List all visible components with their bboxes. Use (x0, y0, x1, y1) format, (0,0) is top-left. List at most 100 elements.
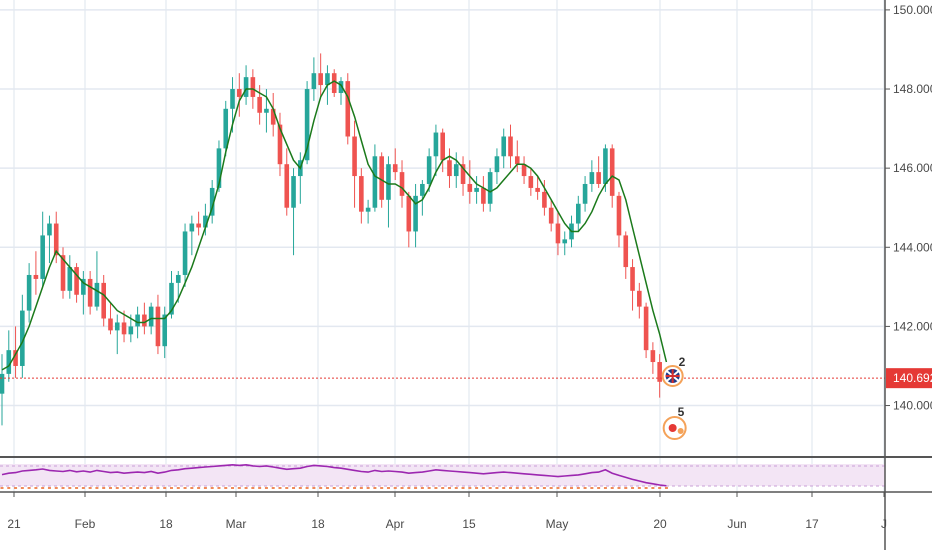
oscillator-histogram-bar (644, 487, 648, 489)
oscillator-line (1, 463, 667, 487)
oscillator-histogram-bar (136, 487, 140, 489)
oscillator-histogram-bar (27, 487, 31, 489)
dot-event-marker[interactable]: 5 (662, 405, 687, 440)
candle-body (87, 278, 93, 307)
candle-body (264, 108, 269, 113)
candle-body (121, 322, 127, 335)
candle-body (94, 282, 100, 307)
candle-body (440, 132, 445, 161)
candle-body (331, 73, 337, 93)
oscillator-histogram-bar (156, 487, 160, 489)
x-tick-label: 17 (805, 517, 819, 531)
uk-flag-event-marker[interactable]: 2 (661, 355, 686, 387)
oscillator-histogram-bar (414, 487, 418, 489)
oscillator-histogram-bar (502, 487, 506, 489)
candle-body (542, 191, 547, 208)
oscillator-histogram-bar (590, 487, 594, 489)
candle-body (162, 314, 168, 347)
oscillator-histogram-bar (237, 487, 241, 489)
oscillator-histogram-bar (556, 487, 560, 489)
oscillator-histogram-bar (285, 487, 289, 489)
y-tick-label: 150.000 (893, 3, 932, 17)
candle-body (20, 310, 25, 366)
oscillator-histogram-bar (509, 487, 512, 489)
oscillator-histogram-bar (47, 487, 51, 489)
oscillator-histogram-bar (14, 487, 18, 489)
candle-body (74, 267, 79, 295)
oscillator-histogram-bar (461, 487, 465, 489)
x-tick-label: 18 (159, 517, 173, 531)
marker-count: 2 (679, 355, 686, 369)
x-tick-label: 20 (653, 517, 667, 531)
oscillator-histogram-bar (319, 487, 323, 489)
x-tick-label: 21 (7, 517, 21, 531)
oscillator-histogram-bar (210, 487, 214, 489)
candle-body (426, 156, 432, 184)
x-tick-label: 15 (462, 517, 476, 531)
candle-body (338, 81, 344, 93)
oscillator-histogram-bar (61, 487, 65, 489)
x-tick-label: Mar (226, 517, 247, 531)
oscillator-histogram-bar (380, 487, 384, 489)
candle-body (596, 172, 601, 184)
oscillator-histogram-bar (170, 487, 173, 489)
candle-body (352, 136, 357, 177)
oscillator-histogram-bar (231, 487, 235, 489)
oscillator-histogram-bar (366, 487, 370, 489)
oscillator-histogram-bar (373, 487, 377, 489)
candle-body (196, 223, 201, 228)
candle-body (487, 172, 493, 204)
oscillator-histogram-bar (583, 487, 587, 489)
candle-body (47, 223, 52, 236)
marker-count: 5 (678, 405, 685, 419)
oscillator-histogram-bar (142, 487, 146, 489)
last-price-tag-background (886, 368, 932, 389)
candle-body (40, 235, 45, 279)
x-tick-label: 18 (311, 517, 325, 531)
candlestick-series (0, 53, 662, 426)
last-price-label: 140.692 (893, 371, 932, 385)
oscillator-histogram-bar (7, 487, 11, 489)
oscillator-histogram-bar (434, 487, 438, 489)
candle-body (175, 274, 181, 283)
candle-body (284, 164, 290, 208)
candle-body (182, 231, 188, 275)
candle-body (623, 235, 629, 268)
oscillator-histogram-bar (149, 487, 153, 489)
oscillator-histogram-bar (258, 487, 262, 489)
candle-body (26, 274, 32, 311)
oscillator-histogram-bar (549, 487, 553, 489)
oscillator-histogram-bar (420, 487, 424, 489)
oscillator-histogram-bar (312, 487, 316, 489)
candle-body (406, 195, 412, 232)
candle-body (453, 164, 459, 177)
event-markers[interactable]: 25 (661, 355, 687, 440)
oscillator-histogram-bar (488, 487, 492, 489)
candle-body (637, 290, 642, 307)
candle-body (420, 183, 425, 196)
oscillator-histogram-bar (251, 487, 255, 489)
oscillator-band (0, 464, 885, 486)
y-tick-label: 140.000 (893, 399, 932, 413)
oscillator-histogram-bar (597, 487, 601, 489)
candle-body (508, 136, 513, 157)
oscillator-histogram-bar (570, 487, 574, 489)
moving-average-line (1, 80, 668, 371)
candle-body (494, 156, 500, 173)
candle-body (155, 306, 161, 347)
candle-body (460, 164, 466, 184)
oscillator-histogram-bar (68, 487, 72, 489)
candle-body (67, 267, 73, 291)
oscillator-histogram-bar (637, 487, 641, 489)
candle-body (237, 89, 242, 97)
oscillator-histogram-bar (197, 487, 201, 489)
candle-body (6, 350, 12, 374)
x-tick-label: Apr (386, 517, 405, 531)
oscillator-histogram-bar (427, 487, 431, 489)
oscillator-histogram-bar (393, 487, 397, 489)
oscillator-histogram-bar (0, 487, 4, 489)
candle-body (169, 282, 174, 315)
oscillator-histogram-bar (400, 487, 404, 489)
